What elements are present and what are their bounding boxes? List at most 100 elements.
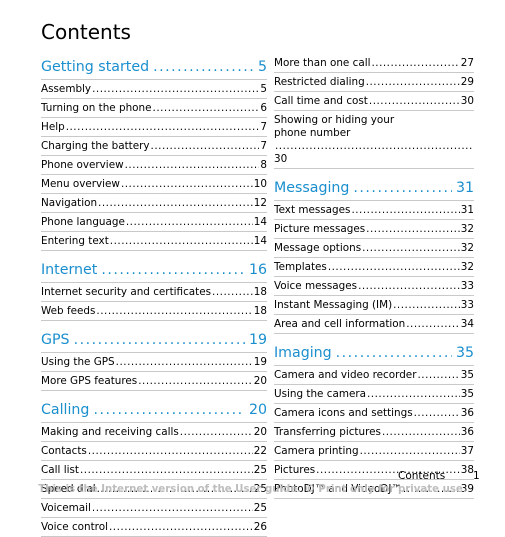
toc-entry-photodj-and-videodj[interactable]: PhotoDJ™ and VideoDJ™ 39 [274,480,474,499]
toc-entry-message-options[interactable]: Message options 32 [274,239,474,258]
toc-entry-pictures[interactable]: Pictures 38 [274,461,474,480]
entry-page: 20 [253,375,267,387]
entry-title: Voice messages [274,280,358,292]
leader-dots [358,280,460,293]
toc-entry-camera-printing[interactable]: Camera printing 37 [274,442,474,461]
toc-entry-menu-overview[interactable]: Menu overview 10 [41,175,267,194]
leader-dots [393,299,460,312]
toc-entry-help[interactable]: Help 7 [41,118,267,137]
leader-dots [417,369,459,382]
toc-section-calling[interactable]: Calling 20 [41,397,267,423]
entry-title: Phone language [41,216,125,228]
toc-entry-turning-on-the-phone[interactable]: Turning on the phone 6 [41,99,267,118]
entry-title: More GPS features [41,375,138,387]
toc-entry-assembly[interactable]: Assembly 5 [41,80,267,99]
entry-page: 5 [260,83,267,95]
toc-entry-call-time-and-cost[interactable]: Call time and cost 30 [274,92,474,111]
entry-title: PhotoDJ™ and VideoDJ™ [274,483,402,495]
leader-dots [121,178,253,191]
entry-page: 7 [260,140,267,152]
entry-page: 34 [460,318,474,330]
entry-title: Camera and video recorder [274,369,417,381]
toc-entry-contacts[interactable]: Contacts 22 [41,442,267,461]
toc-entry-speed-dial[interactable]: Speed dial 25 [41,480,267,499]
entry-title: Call time and cost [274,95,368,107]
toc-section-messaging[interactable]: Messaging 31 [274,175,474,201]
entry-title: Call list [41,464,79,476]
leader-dots [351,204,459,217]
toc-entry-more-gps-features[interactable]: More GPS features 20 [41,372,267,391]
toc-entry-making-and-receiving-calls[interactable]: Making and receiving calls 20 [41,423,267,442]
watermark: This is the Internet version of the User… [38,484,467,495]
entry-page: 36 [460,426,474,438]
entry-title: Entering text [41,235,109,247]
entry-page: 19 [253,356,267,368]
toc-entry-navigation[interactable]: Navigation 12 [41,194,267,213]
toc-entry-restricted-dialing[interactable]: Restricted dialing 29 [274,73,474,92]
section-title: GPS [41,332,70,348]
toc-entry-camera-icons-and-settings[interactable]: Camera icons and settings 36 [274,404,474,423]
entry-title: Assembly [41,83,92,95]
toc-entry-text-messages[interactable]: Text messages 31 [274,201,474,220]
entry-page: 38 [460,464,474,476]
toc-entry-transferring-pictures[interactable]: Transferring pictures 36 [274,423,474,442]
toc-entry-phone-overview[interactable]: Phone overview 8 [41,156,267,175]
toc-entry-internet-security-and-certificates[interactable]: Internet security and certificates 18 [41,283,267,302]
toc-entry-web-feeds[interactable]: Web feeds 18 [41,302,267,321]
entry-page: 25 [253,464,267,476]
toc-entry-templates[interactable]: Templates 32 [274,258,474,277]
section-title: Imaging [274,345,332,361]
entry-page: 37 [460,445,474,457]
toc-entry-voicemail[interactable]: Voicemail 25 [41,499,267,518]
entry-page: 30 [274,153,288,165]
toc-entry-entering-text[interactable]: Entering text 14 [41,232,267,251]
leader-dots [101,261,245,279]
toc-entry-using-the-camera[interactable]: Using the camera 35 [274,385,474,404]
toc-entry-area-and-cell-information[interactable]: Area and cell information 34 [274,315,474,334]
entry-page: 35 [460,369,474,381]
leader-dots [275,140,473,153]
section-title: Getting started [41,59,150,75]
toc-entry-using-the-gps[interactable]: Using the GPS 19 [41,353,267,372]
toc-entry-picture-messages[interactable]: Picture messages 32 [274,220,474,239]
leader-dots [336,344,452,362]
toc-entry-charging-the-battery[interactable]: Charging the battery 7 [41,137,267,156]
entry-title: Templates [274,261,327,273]
footer-label: Contents [398,470,446,482]
toc-entry-phone-language[interactable]: Phone language 14 [41,213,267,232]
entry-title: Web feeds [41,305,96,317]
section-title: Calling [41,402,90,418]
entry-title: Transferring pictures [274,426,381,438]
leader-dots [109,521,253,534]
leader-dots [151,140,260,153]
toc-section-gps[interactable]: GPS 19 [41,327,267,353]
toc-entry-more-than-one-call[interactable]: More than one call 27 [274,54,474,73]
leader-dots [371,57,459,70]
entry-title: Navigation [41,197,98,209]
toc-section-imaging[interactable]: Imaging 35 [274,340,474,366]
leader-dots [126,216,253,229]
toc-entry-instant-messaging-im[interactable]: Instant Messaging (IM) 33 [274,296,474,315]
entry-page: 33 [460,299,474,311]
entry-page: 31 [460,204,474,216]
toc-section-internet[interactable]: Internet 16 [41,257,267,283]
toc-entry-call-list[interactable]: Call list 25 [41,461,267,480]
toc-entry-camera-and-video-recorder[interactable]: Camera and video recorder 35 [274,366,474,385]
page-title: Contents [41,20,131,44]
toc-entry-voice-messages[interactable]: Voice messages 33 [274,277,474,296]
entry-title-line1: Showing or hiding your [274,114,395,126]
entry-title: Camera icons and settings [274,407,413,419]
entry-page: 26 [253,521,267,533]
entry-page: 35 [460,388,474,400]
toc-section-getting-started[interactable]: Getting started 5 [41,54,267,80]
entry-title: Message options [274,242,362,254]
entry-page: 30 [460,95,474,107]
entry-page: 27 [460,57,474,69]
entry-title: Help [41,121,65,133]
leader-dots [366,223,460,236]
toc-entry-voice-control[interactable]: Voice control 26 [41,518,267,537]
toc-left-column: Getting started 5 Assembly 5 Turning on the … [41,54,267,537]
entry-title: Making and receiving calls [41,426,179,438]
leader-dots [153,58,254,76]
